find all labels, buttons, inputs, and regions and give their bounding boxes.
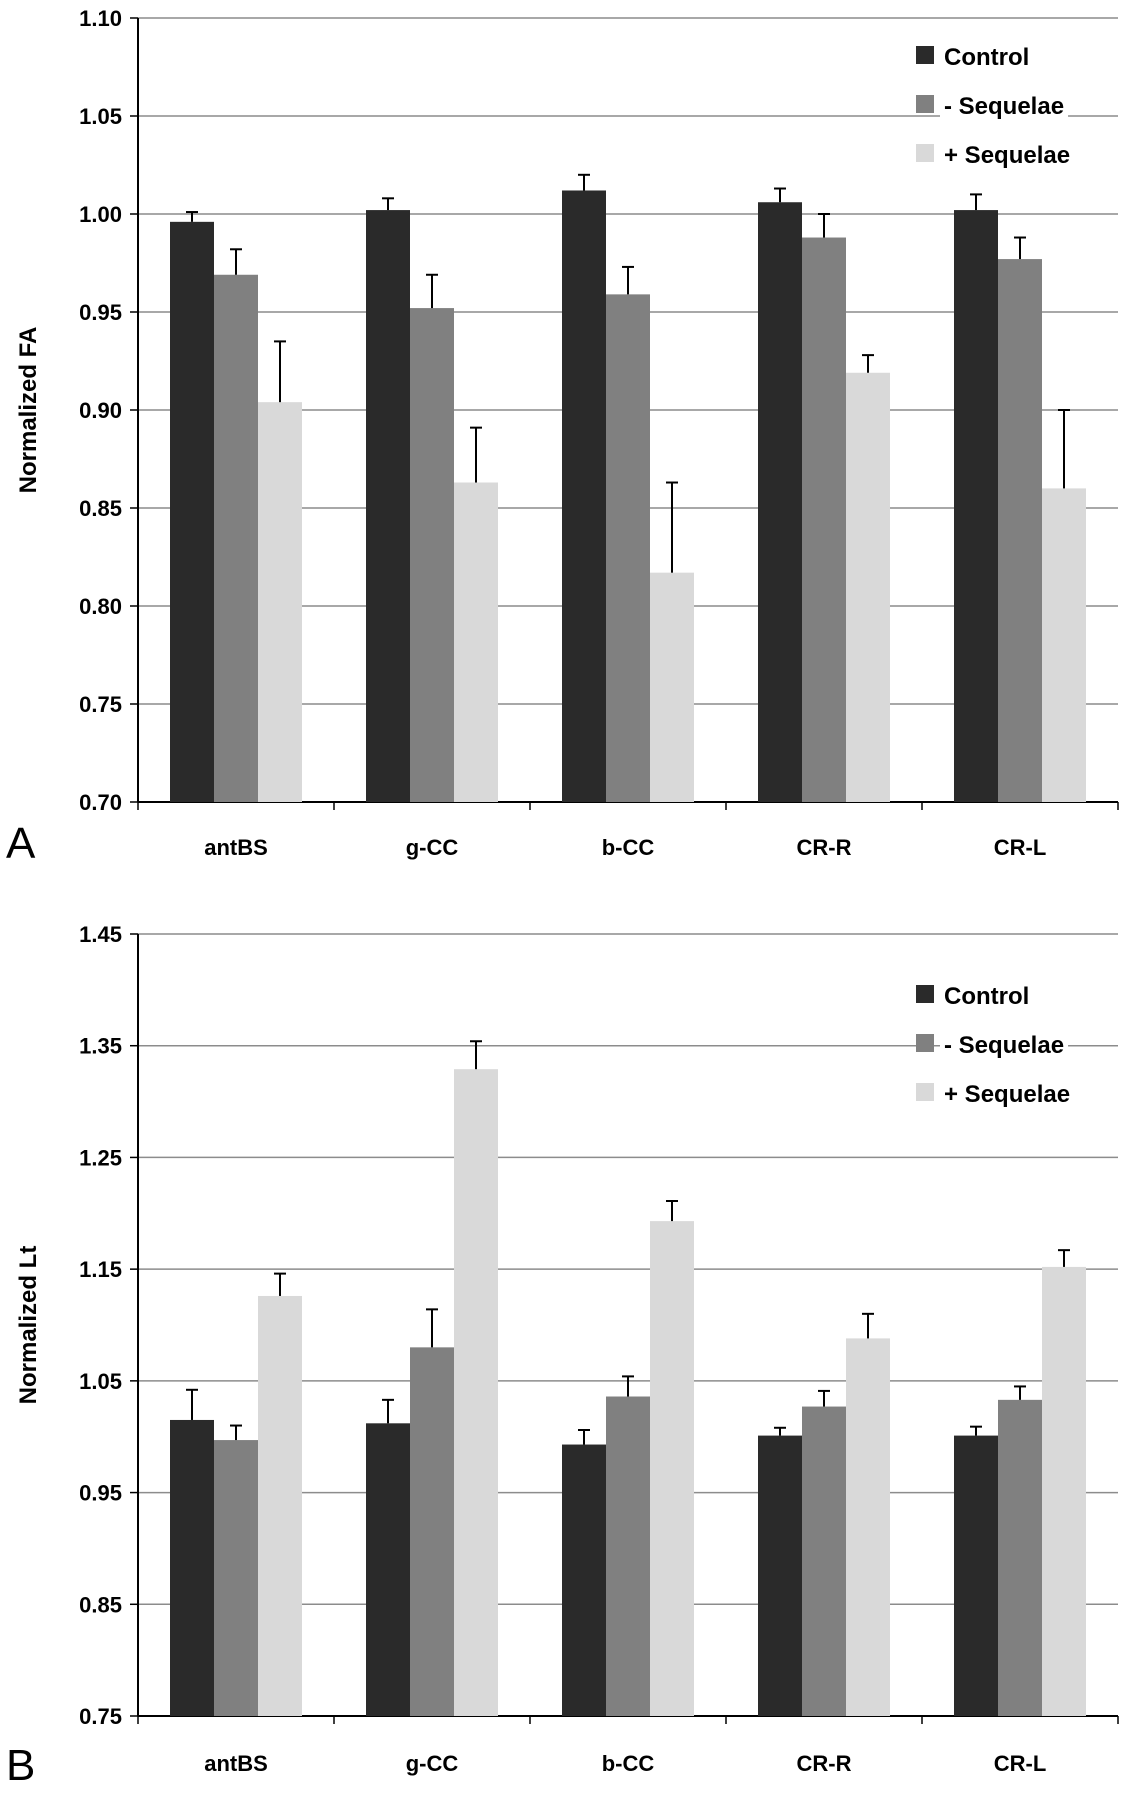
y-tick-label: 1.10 (79, 6, 122, 31)
bar-minus-sequelae (214, 1440, 258, 1716)
x-category-label: antBS (204, 1751, 268, 1776)
bar-plus-sequelae (650, 1221, 694, 1716)
y-tick-label: 1.00 (79, 202, 122, 227)
x-category-label: CR-L (994, 1751, 1047, 1776)
bar-plus-sequelae (1042, 488, 1086, 802)
y-tick-label: 1.15 (79, 1257, 122, 1282)
x-category-label: CR-R (797, 835, 852, 860)
chart-panel-a: 0.70 0.75 0.80 0.85 0.90 0.95 1.00 1.05 1.10 antB… (6, 6, 1119, 868)
y-tick-label: 0.80 (79, 594, 122, 619)
bar-control (758, 1435, 802, 1716)
y-tick-label: 1.45 (79, 922, 122, 947)
bar-control (562, 190, 606, 803)
panel-label: A (6, 819, 36, 868)
bar-minus-sequelae (802, 1406, 846, 1716)
x-category-label: b-CC (602, 835, 655, 860)
legend-label: Control (944, 983, 1029, 1010)
bar-control (954, 1435, 998, 1716)
x-category-label: g-CC (406, 1751, 459, 1776)
legend-label: - Sequelae (944, 93, 1064, 120)
bar-plus-sequelae (846, 372, 890, 802)
y-axis-title: Normalized Lt (15, 1246, 42, 1405)
bar-minus-sequelae (214, 274, 258, 802)
bar-control (170, 1419, 214, 1716)
bar-control (366, 1423, 410, 1716)
legend-swatch (916, 46, 934, 64)
bar-minus-sequelae (410, 1347, 454, 1716)
bar-control (562, 1444, 606, 1716)
bar-control (954, 210, 998, 802)
bar-control (758, 202, 802, 803)
legend-label-bg (940, 981, 1034, 1012)
bar-minus-sequelae (410, 308, 454, 802)
y-tick-label: 0.75 (79, 692, 122, 717)
bar-minus-sequelae (802, 237, 846, 802)
x-category-label: g-CC (406, 835, 459, 860)
y-tick-label: 0.85 (79, 496, 122, 521)
bar-control (170, 221, 214, 803)
y-tick-label: 0.90 (79, 398, 122, 423)
legend-swatch (916, 144, 934, 162)
legend-label: + Sequelae (944, 1081, 1070, 1108)
y-tick-label: 0.70 (79, 790, 122, 815)
bar-control (366, 210, 410, 802)
chart-panel-b: 0.75 0.85 0.95 1.05 1.15 1.25 1.35 1.45 antBS g-C… (6, 922, 1119, 1790)
legend: Control - Sequelae + Sequelae (916, 42, 1075, 171)
bar-plus-sequelae (454, 1069, 498, 1716)
legend-label: - Sequelae (944, 1032, 1064, 1059)
x-category-label: b-CC (602, 1751, 655, 1776)
legend-swatch (916, 1083, 934, 1101)
bar-minus-sequelae (998, 1399, 1042, 1716)
bar-plus-sequelae (258, 402, 302, 802)
bar-minus-sequelae (606, 294, 650, 802)
bar-plus-sequelae (1042, 1266, 1086, 1716)
legend-swatch (916, 985, 934, 1003)
legend-label-bg (940, 91, 1069, 122)
bar-plus-sequelae (454, 482, 498, 802)
bar-plus-sequelae (846, 1338, 890, 1716)
legend-label-bg (940, 1030, 1069, 1061)
legend-label-bg (940, 42, 1034, 73)
legend-label: + Sequelae (944, 142, 1070, 169)
bar-minus-sequelae (606, 1396, 650, 1716)
y-tick-label: 1.25 (79, 1145, 122, 1170)
x-category-label: antBS (204, 835, 268, 860)
bar-plus-sequelae (258, 1295, 302, 1716)
legend: Control - Sequelae + Sequelae (916, 981, 1075, 1110)
y-tick-label: 1.35 (79, 1034, 122, 1059)
x-category-label: CR-R (797, 1751, 852, 1776)
y-tick-label: 1.05 (79, 104, 122, 129)
legend-label-bg (940, 1079, 1075, 1110)
legend-swatch (916, 95, 934, 113)
y-tick-label: 0.95 (79, 1481, 122, 1506)
legend-label-bg (940, 140, 1075, 171)
bar-minus-sequelae (998, 259, 1042, 803)
y-tick-label: 0.75 (79, 1704, 122, 1729)
x-category-label: CR-L (994, 835, 1047, 860)
bar-plus-sequelae (650, 572, 694, 802)
y-axis-title: Normalized FA (15, 327, 42, 494)
y-tick-label: 0.85 (79, 1592, 122, 1617)
legend-swatch (916, 1034, 934, 1052)
y-tick-label: 1.05 (79, 1369, 122, 1394)
panel-label: B (6, 1741, 35, 1790)
y-tick-label: 0.95 (79, 300, 122, 325)
legend-label: Control (944, 44, 1029, 71)
